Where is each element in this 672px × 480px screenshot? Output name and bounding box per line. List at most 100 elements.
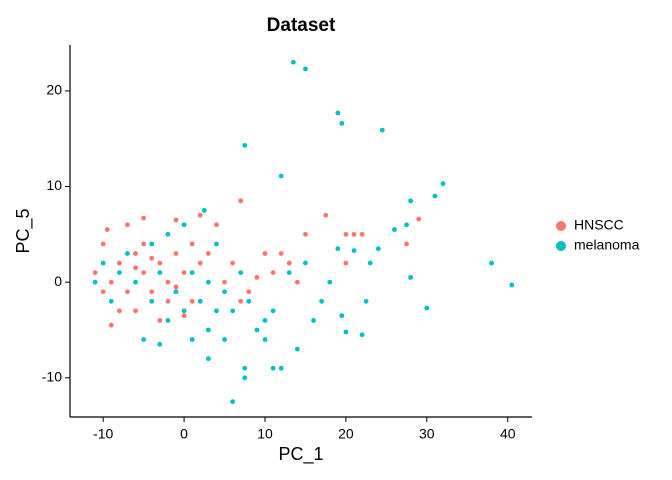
point (197, 260, 203, 266)
point (133, 265, 138, 271)
point (238, 270, 244, 275)
point (104, 227, 110, 232)
y-tick-label: -10 (42, 368, 62, 384)
point (262, 337, 268, 342)
point (339, 313, 345, 319)
point (165, 279, 171, 285)
point (404, 241, 409, 247)
point (222, 289, 227, 295)
point (157, 318, 163, 323)
point (100, 260, 106, 266)
legend-label: HNSCC (574, 217, 624, 233)
point (246, 289, 252, 295)
x-tick-label: 10 (257, 426, 273, 442)
point (181, 270, 187, 275)
point (246, 298, 252, 304)
point (230, 399, 236, 405)
point (375, 246, 381, 252)
point (157, 260, 163, 266)
point (238, 198, 244, 204)
point (141, 241, 147, 247)
point (108, 279, 114, 285)
point (359, 231, 365, 237)
point (125, 289, 130, 295)
point (222, 279, 227, 285)
point (278, 365, 284, 371)
point (404, 222, 409, 228)
point (133, 251, 138, 256)
point (343, 231, 349, 237)
point (181, 222, 187, 228)
point (141, 215, 147, 221)
point (303, 231, 308, 237)
point (254, 327, 260, 333)
point (197, 298, 203, 304)
point (214, 222, 219, 228)
point (181, 308, 187, 314)
chart-title: Dataset (267, 15, 336, 36)
point (149, 255, 155, 261)
point (149, 298, 155, 304)
point (222, 337, 227, 342)
point (230, 308, 236, 314)
point (92, 279, 98, 285)
point (205, 356, 211, 362)
point (189, 270, 195, 275)
point (262, 251, 268, 256)
point (408, 274, 414, 280)
point (416, 216, 422, 222)
point (509, 282, 515, 288)
point (100, 289, 106, 295)
point (343, 329, 349, 335)
point (125, 222, 130, 228)
point (408, 198, 414, 204)
y-tick-label: 10 (46, 177, 62, 193)
point (100, 241, 106, 247)
point (339, 121, 345, 126)
point (286, 260, 292, 266)
y-tick-label: 20 (46, 82, 62, 98)
point (205, 251, 211, 256)
point (303, 66, 308, 72)
point (108, 322, 114, 328)
point (92, 270, 98, 275)
point (294, 279, 300, 285)
point (149, 289, 155, 295)
point (294, 346, 300, 352)
point (238, 298, 244, 304)
point (254, 274, 260, 280)
point (440, 181, 446, 187)
point (351, 231, 357, 237)
point (149, 241, 155, 247)
point (242, 365, 248, 371)
point (165, 298, 171, 304)
point (116, 260, 122, 266)
point (290, 59, 296, 65)
point (343, 260, 349, 266)
legend-marker (556, 221, 566, 231)
point (214, 308, 219, 314)
point (189, 298, 195, 304)
point (173, 251, 179, 256)
point (189, 337, 195, 342)
y-tick-label: 0 (54, 273, 62, 289)
x-tick-label: -10 (93, 426, 113, 442)
point (116, 270, 122, 275)
point (173, 284, 179, 290)
point (214, 241, 219, 247)
legend-label: melanoma (574, 237, 640, 253)
point (379, 127, 385, 133)
point (157, 270, 163, 275)
point (327, 279, 333, 285)
point (205, 279, 211, 285)
x-tick-label: 40 (500, 426, 516, 442)
point (278, 251, 284, 256)
point (157, 341, 163, 347)
point (108, 298, 114, 304)
point (262, 318, 268, 323)
point (230, 260, 236, 266)
point (165, 231, 171, 237)
point (242, 375, 248, 381)
point (270, 308, 276, 314)
